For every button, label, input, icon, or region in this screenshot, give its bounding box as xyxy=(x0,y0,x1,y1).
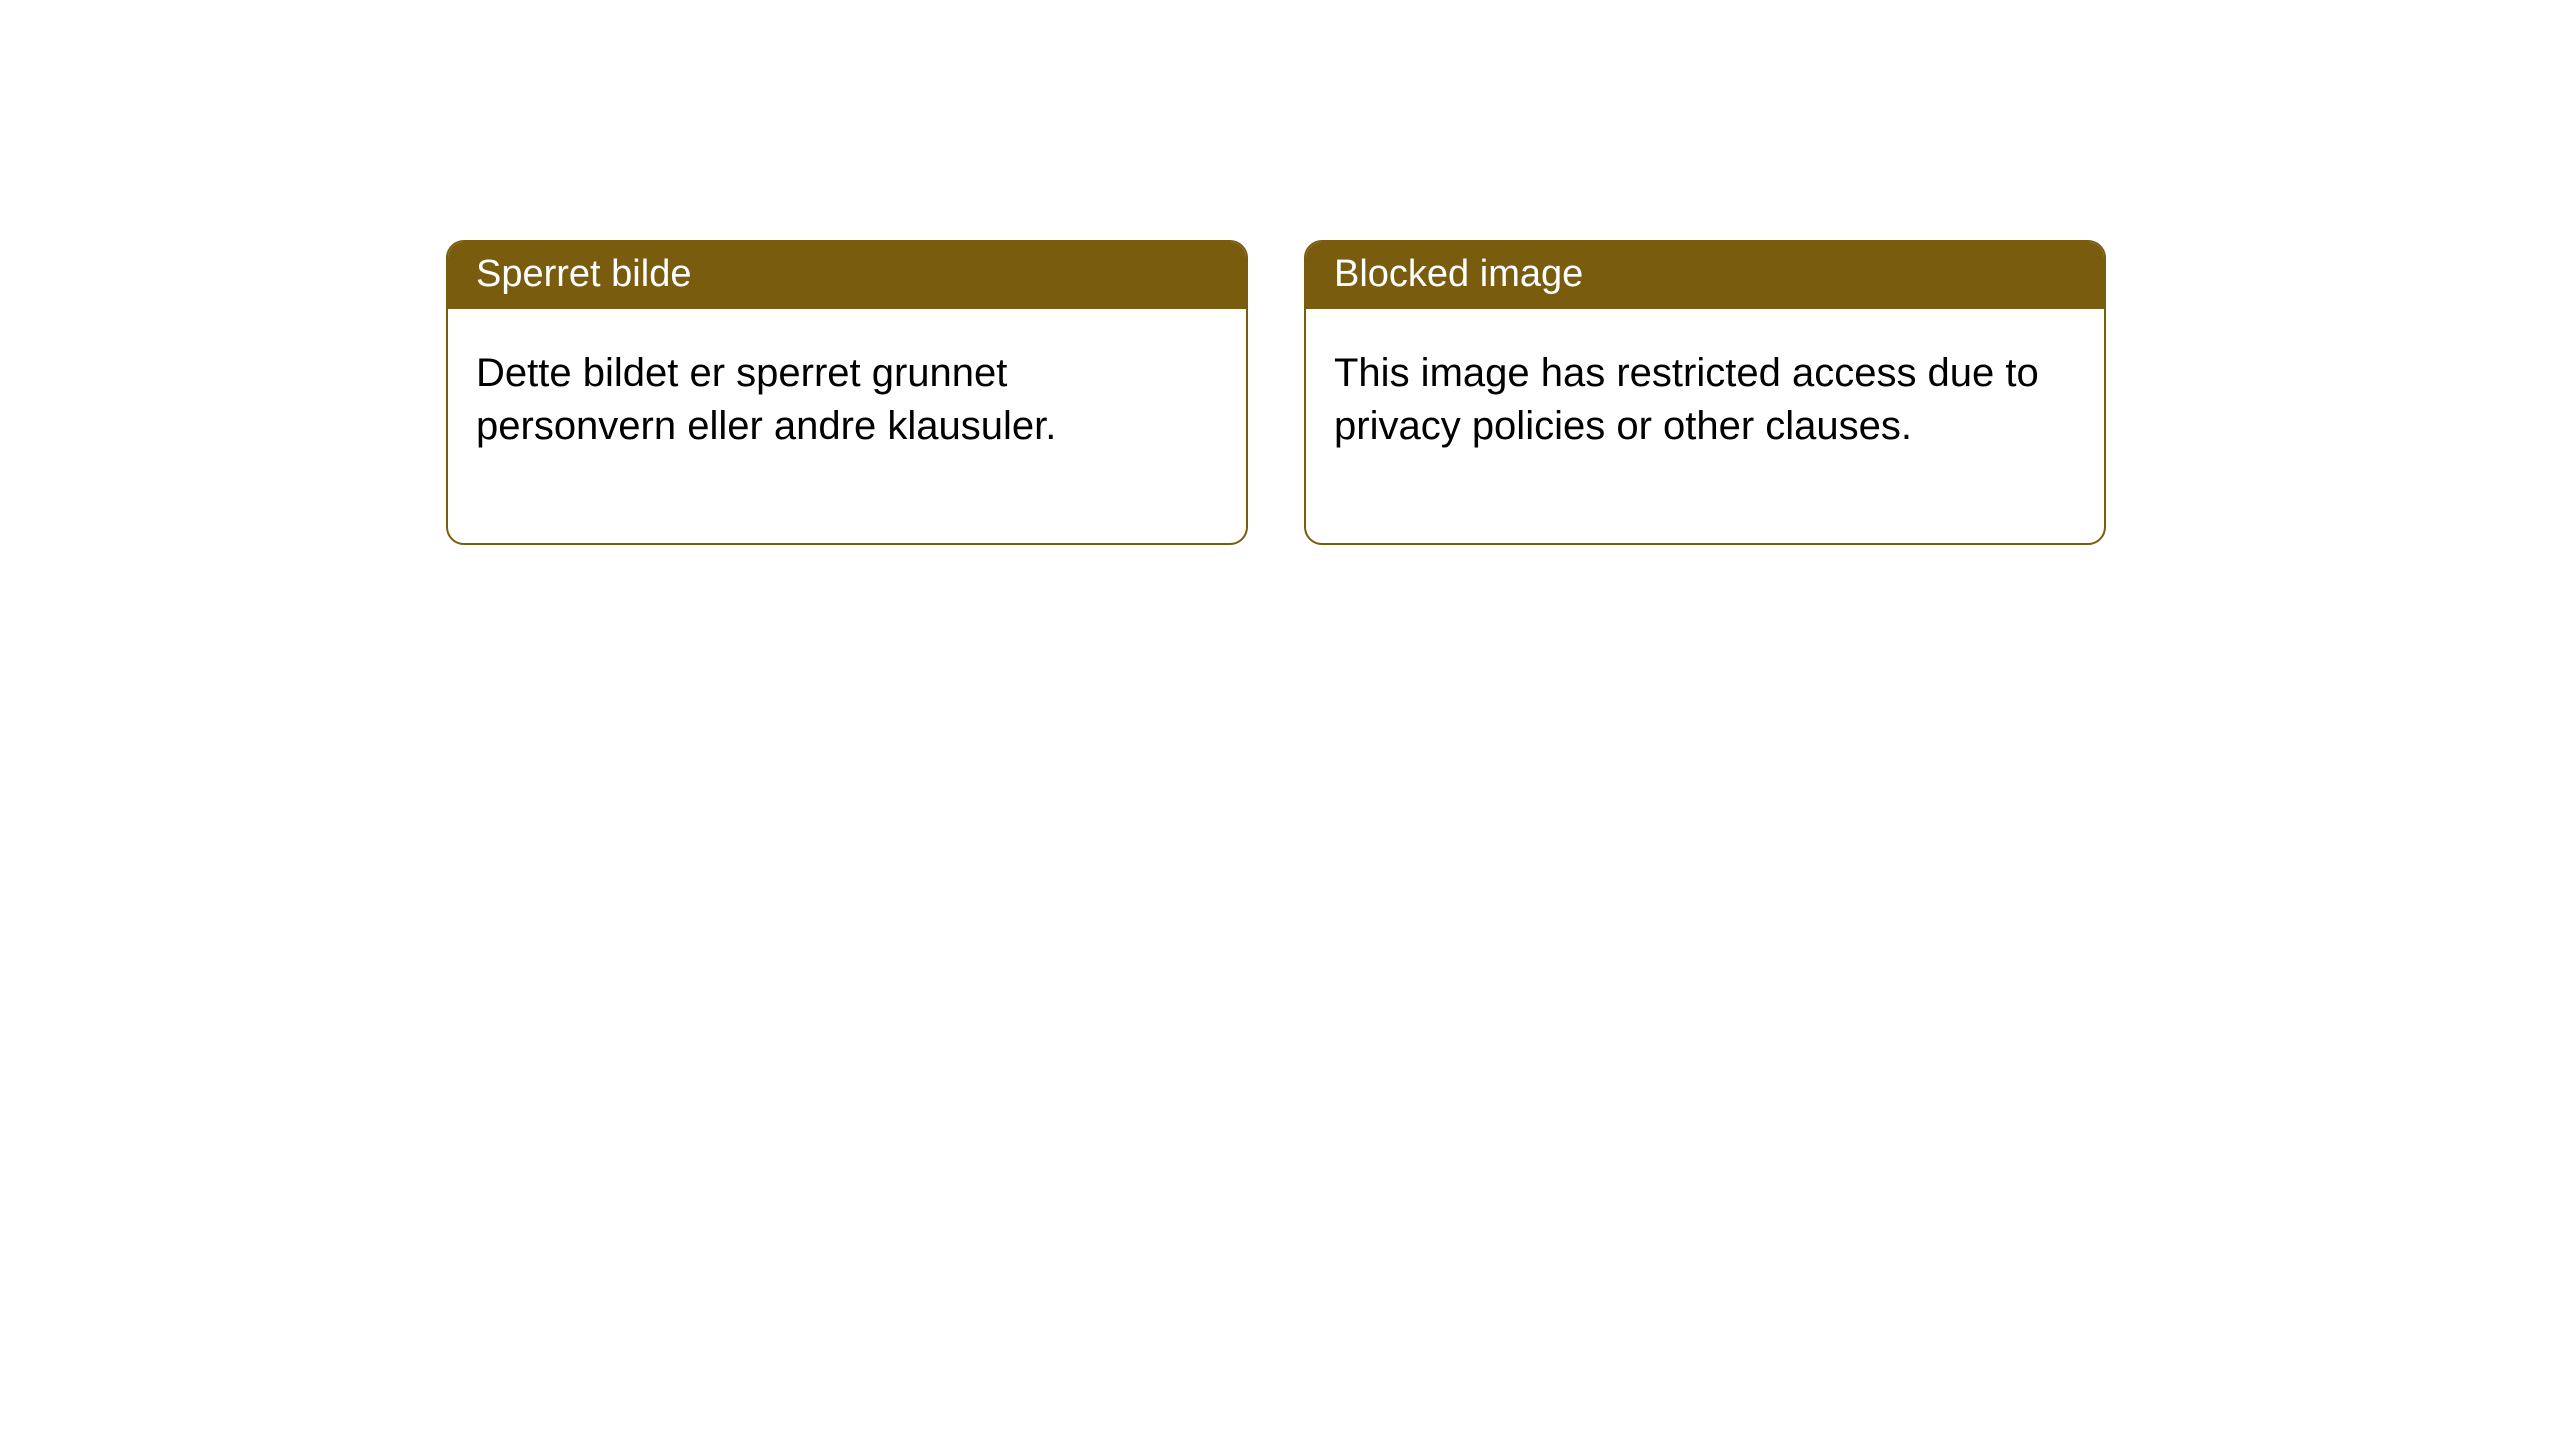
notice-cards-container: Sperret bilde Dette bildet er sperret gr… xyxy=(0,0,2560,545)
notice-card-body: Dette bildet er sperret grunnet personve… xyxy=(448,309,1246,543)
notice-card-english: Blocked image This image has restricted … xyxy=(1304,240,2106,545)
notice-card-title: Sperret bilde xyxy=(448,242,1246,309)
notice-card-title: Blocked image xyxy=(1306,242,2104,309)
notice-card-norwegian: Sperret bilde Dette bildet er sperret gr… xyxy=(446,240,1248,545)
notice-card-body: This image has restricted access due to … xyxy=(1306,309,2104,543)
